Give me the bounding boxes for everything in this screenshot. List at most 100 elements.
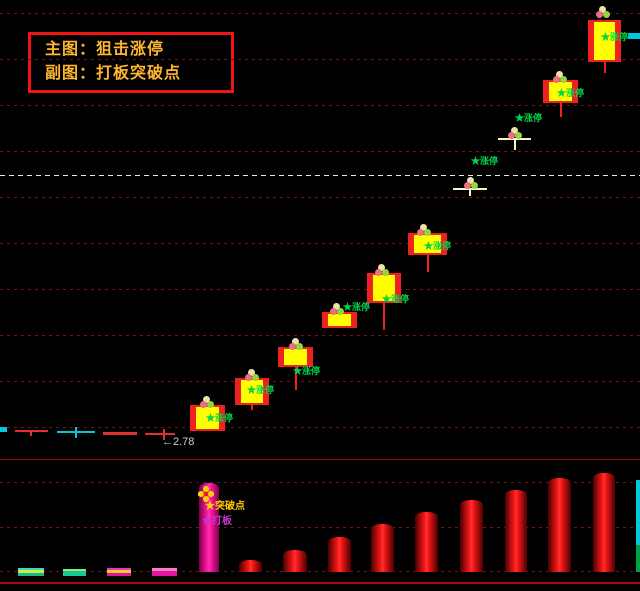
limit-up-label: ★涨停 xyxy=(206,413,234,423)
ball-dot xyxy=(337,308,344,315)
limit-up-label: ★涨停 xyxy=(601,32,629,42)
breakout-volume-bar xyxy=(199,483,219,572)
candle-body xyxy=(278,347,313,367)
limit-up-label: ★涨停 xyxy=(247,385,275,395)
candle-wick xyxy=(295,365,297,390)
ball-dot xyxy=(375,269,382,276)
flat-candle-wick xyxy=(30,430,32,436)
panel-separator-line xyxy=(0,459,640,460)
ball-dot xyxy=(333,303,340,310)
flat-candle xyxy=(103,432,137,435)
ball-dot xyxy=(248,369,255,376)
flat-candle-wick xyxy=(75,427,77,438)
legend-sub-line: 副图：打板突破点 xyxy=(45,65,182,82)
mini-volume-bar xyxy=(18,568,44,576)
volume-bar xyxy=(371,524,394,572)
ball-dot xyxy=(289,343,296,350)
grid-line xyxy=(0,482,640,483)
ball-dot xyxy=(596,11,603,18)
limit-up-label: ★涨停 xyxy=(515,113,543,123)
candle-body xyxy=(588,20,621,62)
reference-dashed-line xyxy=(0,175,640,176)
breakout-label: ★突破点 xyxy=(205,501,245,512)
limit-up-label: ★涨停 xyxy=(343,302,371,312)
grid-line xyxy=(0,427,640,428)
price-tag: ←2.78 xyxy=(162,436,195,448)
edge-bar-bottom xyxy=(636,545,640,572)
ball-dot xyxy=(200,401,207,408)
doji-stub xyxy=(514,138,516,150)
limit-up-label: ★涨停 xyxy=(382,294,410,304)
limit-up-label: ★涨停 xyxy=(293,366,321,376)
volume-bar xyxy=(460,500,483,572)
grid-line xyxy=(0,381,640,382)
doji-stub xyxy=(469,188,471,196)
ball-dot xyxy=(553,76,560,83)
volume-bar xyxy=(239,560,262,572)
flat-candle xyxy=(145,433,175,435)
candle-body xyxy=(235,378,269,405)
candle-wick xyxy=(383,301,385,330)
ball-dot xyxy=(464,182,471,189)
daban-label: ★打板 xyxy=(202,516,232,527)
ball-dot xyxy=(292,338,299,345)
candle-wick xyxy=(251,403,253,410)
candle-wick xyxy=(427,253,429,272)
ball-dot xyxy=(330,308,337,315)
ball-dot xyxy=(378,264,385,271)
ball-dot xyxy=(296,343,303,350)
triple-ball-icon xyxy=(596,6,610,18)
limit-up-label: ★涨停 xyxy=(424,241,452,251)
ball-dot xyxy=(417,229,424,236)
volume-bar xyxy=(548,478,571,572)
volume-bar xyxy=(283,550,307,572)
volume-bar xyxy=(415,512,438,572)
grid-line xyxy=(0,571,640,572)
ball-dot xyxy=(599,6,606,13)
chart-bottom-line xyxy=(0,582,640,584)
mini-volume-bar xyxy=(107,568,131,576)
legend-main-line: 主图：狙击涨停 xyxy=(45,41,165,58)
grid-line xyxy=(0,289,640,290)
volume-bar xyxy=(505,490,527,572)
ball-dot xyxy=(560,76,567,83)
grid-line xyxy=(0,151,640,152)
mini-volume-bar xyxy=(152,568,177,576)
mini-volume-bar xyxy=(63,569,86,576)
triple-ball-icon xyxy=(553,71,567,83)
candle-wick xyxy=(560,101,562,117)
grid-line xyxy=(0,527,640,528)
volume-bar xyxy=(328,537,351,572)
candle-wick xyxy=(604,60,606,73)
ball-dot xyxy=(424,229,431,236)
current-price-tick xyxy=(628,33,640,39)
limit-up-label: ★涨停 xyxy=(557,88,585,98)
ball-dot xyxy=(467,177,474,184)
triple-ball-icon xyxy=(417,224,431,236)
candle-body xyxy=(367,273,401,303)
triple-ball-icon xyxy=(508,127,522,139)
grid-line xyxy=(0,59,640,60)
ball-dot xyxy=(252,374,259,381)
triple-ball-icon xyxy=(289,338,303,350)
legend-box: 主图：狙击涨停 副图：打板突破点 xyxy=(28,32,234,93)
triple-ball-icon xyxy=(330,303,344,315)
left-edge-tick xyxy=(0,427,7,432)
ball-dot xyxy=(556,71,563,78)
ball-dot xyxy=(508,132,515,139)
ball-dot xyxy=(382,269,389,276)
ball-dot xyxy=(511,127,518,134)
ball-dot xyxy=(515,132,522,139)
ball-dot xyxy=(603,11,610,18)
grid-line xyxy=(0,105,640,106)
grid-line xyxy=(0,243,640,244)
triple-ball-icon xyxy=(200,396,214,408)
grid-line xyxy=(0,197,640,198)
volume-bar xyxy=(593,473,615,572)
limit-up-label: ★涨停 xyxy=(471,156,499,166)
edge-bar-top xyxy=(636,480,640,545)
grid-line xyxy=(0,13,640,14)
ball-dot xyxy=(203,396,210,403)
triple-ball-icon xyxy=(245,369,259,381)
